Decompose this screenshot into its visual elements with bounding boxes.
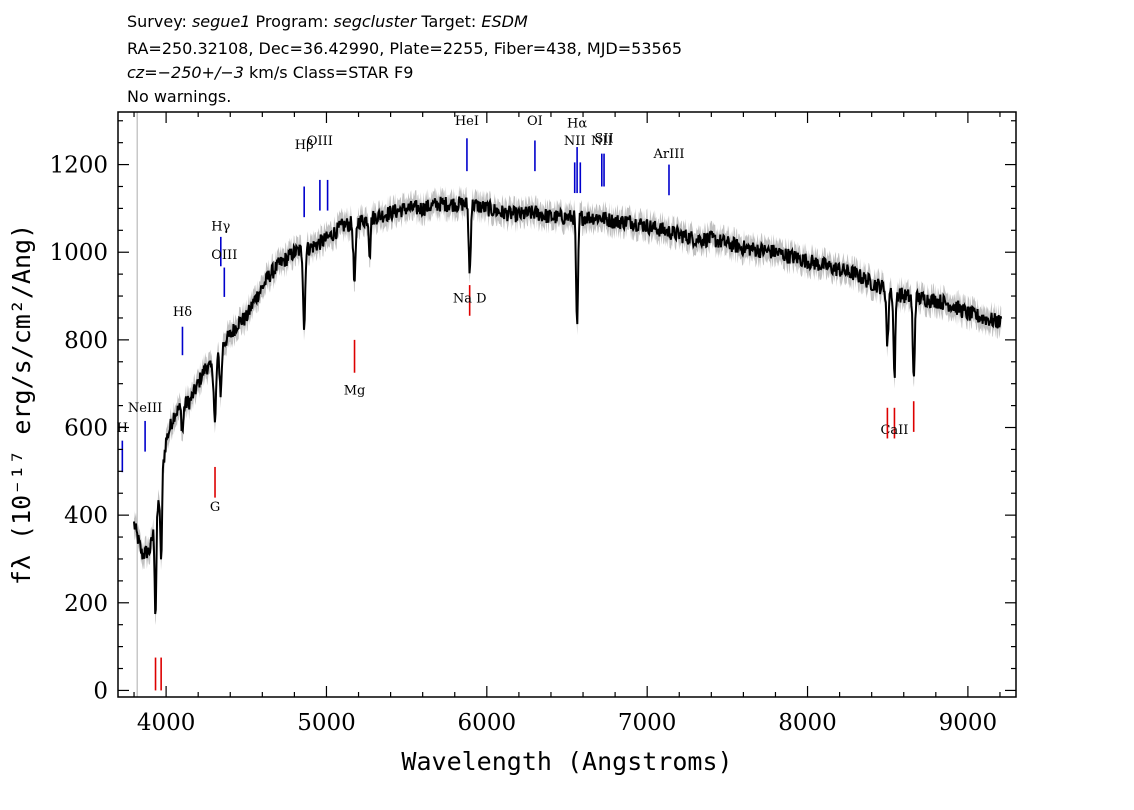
emission-line-label-1: NeIII xyxy=(128,401,162,416)
y-tick-label: 800 xyxy=(64,328,108,354)
emission-line-label-15: ArIII xyxy=(652,147,684,162)
y-tick-label: 1200 xyxy=(49,153,108,179)
x-tick-label: 4000 xyxy=(137,710,196,736)
plot-frame xyxy=(117,111,1017,698)
emission-line-label-2: Hδ xyxy=(173,305,192,320)
y-tick-label: 200 xyxy=(64,591,108,617)
absorption-line-label-2: G xyxy=(210,500,220,515)
spectrum-header: Survey: segue1 Program: segcluster Targe… xyxy=(127,12,682,106)
absorption-line-label-3: Mg xyxy=(344,384,366,399)
x-tick-label: 8000 xyxy=(778,710,837,736)
y-tick-label: 1000 xyxy=(49,240,108,266)
emission-line-label-8: HeI xyxy=(455,114,479,129)
header-survey-line: Survey: segue1 Program: segcluster Targe… xyxy=(127,12,528,31)
spectrum-traces xyxy=(133,112,1003,697)
x-tick-label: 9000 xyxy=(939,710,998,736)
emission-line-label-3: Hγ xyxy=(211,219,230,234)
emission-line-label-5: Hβ xyxy=(295,138,314,153)
x-tick-label: 6000 xyxy=(458,710,517,736)
axes: 4000 5000 6000 7000 8000 9000 0 200 400 600 800 100… xyxy=(49,112,1016,736)
header-warnings-line: No warnings. xyxy=(127,87,231,106)
emission-line-label-6: OIII xyxy=(307,134,333,149)
x-tick-label: 7000 xyxy=(618,710,677,736)
y-tick-label: 600 xyxy=(64,416,108,442)
absorption-line-label-4: Na D xyxy=(453,292,487,307)
absorption-line-label-5: CaII xyxy=(880,423,908,438)
header-redshift-line: cz=−250+/−3 km/s Class=STAR F9 xyxy=(127,63,413,82)
header-coordinates-line: RA=250.32108, Dec=36.42990, Plate=2255, … xyxy=(127,39,682,58)
emission-line-label-10: NII xyxy=(564,134,586,149)
emission-line-label-9: OI xyxy=(527,114,543,129)
emission-line-label-14: SII xyxy=(594,132,613,147)
emission-line-label-0: H xyxy=(117,421,128,436)
y-axis-title: fλ (10⁻¹⁷ erg/s/cm²/Ang) xyxy=(7,224,36,585)
emission-line-label-11: Hα xyxy=(567,116,587,131)
flux-series-line xyxy=(133,196,1003,615)
y-tick-label: 0 xyxy=(93,678,108,704)
emission-line-label-13: NII xyxy=(591,134,613,149)
flux-error-band xyxy=(134,185,1002,625)
x-axis-title: Wavelength (Angstroms) xyxy=(401,747,732,776)
emission-line-label-4: OIII xyxy=(211,248,237,263)
x-tick-label: 5000 xyxy=(297,710,356,736)
y-tick-label: 400 xyxy=(64,503,108,529)
